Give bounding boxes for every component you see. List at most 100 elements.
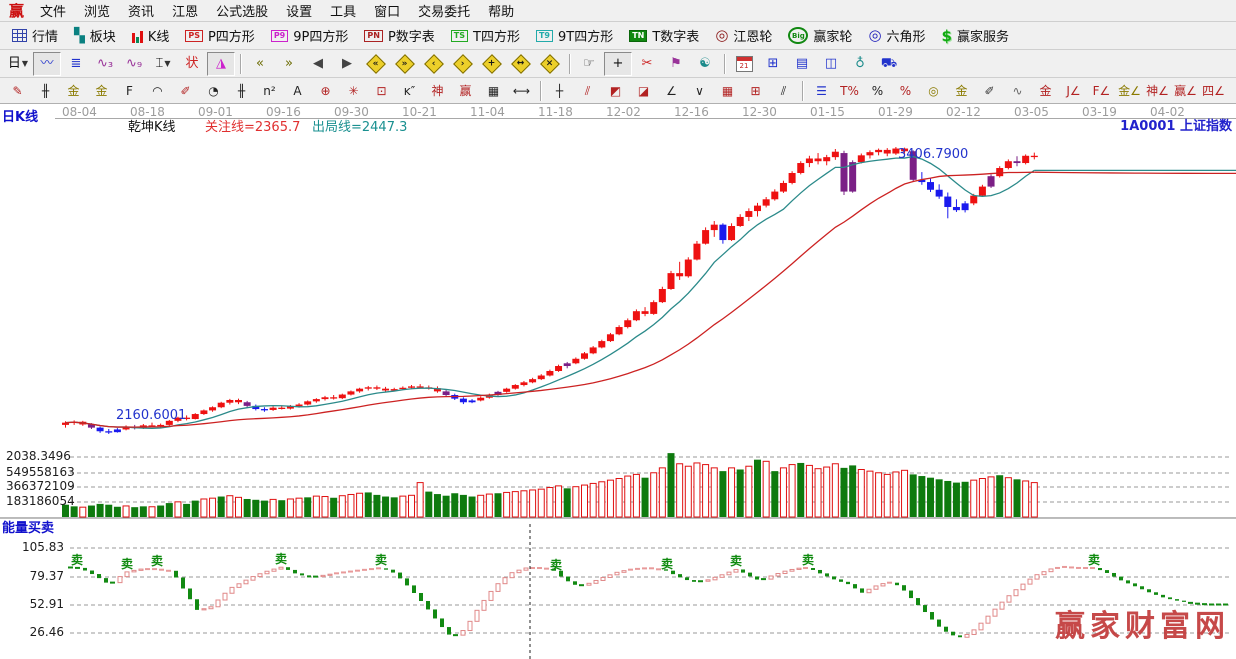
diamond-shift-right-button[interactable]: » bbox=[391, 52, 419, 76]
pattern-window-button[interactable]: 〰 bbox=[33, 51, 61, 76]
diamond-compress-button[interactable]: × bbox=[536, 52, 564, 76]
next-candle-button[interactable]: ▶ bbox=[333, 52, 361, 76]
tool-pen[interactable]: ✎ bbox=[4, 80, 31, 102]
tool-width[interactable]: ⟷ bbox=[508, 80, 535, 102]
diamond-step-right-button[interactable]: › bbox=[449, 52, 477, 76]
tool-circle-gauge[interactable]: ◔ bbox=[200, 80, 227, 102]
tool-gold-underline[interactable]: 金 bbox=[1032, 80, 1059, 102]
menu-item[interactable]: 江恩 bbox=[172, 5, 199, 20]
tool-box-radial[interactable]: ⊡ bbox=[368, 80, 395, 102]
tool-radial[interactable]: ✳ bbox=[340, 80, 367, 102]
tool-box-fan[interactable]: ◩ bbox=[602, 80, 629, 102]
tool-gold-angle[interactable]: 金∠ bbox=[1116, 80, 1143, 102]
tool-percent-line[interactable]: % bbox=[892, 80, 919, 102]
menu-item[interactable]: 帮助 bbox=[488, 5, 515, 20]
tool-k-marks[interactable]: ĸ″ bbox=[396, 80, 423, 102]
tool-f-angle[interactable]: F∠ bbox=[1088, 80, 1115, 102]
tool-box-cross[interactable]: ┼ bbox=[546, 80, 573, 102]
tool-vee[interactable]: ∨ bbox=[686, 80, 713, 102]
period-day-button-dropdown-icon[interactable]: ▼ bbox=[21, 58, 29, 68]
tool-t-percent[interactable]: T% bbox=[836, 80, 863, 102]
tool-shen[interactable]: 神 bbox=[424, 80, 451, 102]
menu-item[interactable]: 设置 bbox=[286, 5, 313, 20]
calculator-button[interactable]: ⊞ bbox=[759, 52, 787, 76]
tool-list[interactable]: ☰ bbox=[808, 80, 835, 102]
candle-style-button-dropdown-icon[interactable]: ▼ bbox=[164, 58, 171, 68]
tool-circle-cross[interactable]: ⊕ bbox=[312, 80, 339, 102]
tool-text[interactable]: A bbox=[284, 80, 311, 102]
gann-wheel-button[interactable]: ◎ 江恩轮 bbox=[707, 24, 780, 48]
tool-comb-plain[interactable]: ╫ bbox=[228, 80, 255, 102]
chart-canvas[interactable] bbox=[0, 104, 1236, 659]
tool-j-angle[interactable]: J∠ bbox=[1060, 80, 1087, 102]
kline-button[interactable]: K线 bbox=[124, 24, 178, 48]
pan-hand-button[interactable]: ☞ bbox=[575, 52, 603, 76]
hexagon-button[interactable]: ◎ 六角形 bbox=[860, 24, 933, 48]
last-page-button[interactable]: » bbox=[275, 52, 303, 76]
tool-box-fan-2[interactable]: ◪ bbox=[630, 80, 657, 102]
menu-item[interactable]: 资讯 bbox=[128, 5, 155, 20]
flag-mark-button[interactable]: ⚑ bbox=[662, 52, 690, 76]
menu-item[interactable]: 文件 bbox=[40, 5, 67, 20]
notes-button[interactable]: ▤ bbox=[788, 52, 816, 76]
crosshair-button[interactable]: + bbox=[604, 51, 632, 76]
menu-item[interactable]: 公式选股 bbox=[216, 5, 269, 20]
web-button[interactable]: ♁ bbox=[846, 52, 874, 76]
tool-ink-gold[interactable]: ✐ bbox=[976, 80, 1003, 102]
diamond-expand-button[interactable]: ↔ bbox=[507, 52, 535, 76]
tool-ying[interactable]: 赢 bbox=[452, 80, 479, 102]
diamond-shift-left-button[interactable]: « bbox=[362, 52, 390, 76]
tool-four-angle[interactable]: 四∠ bbox=[1200, 80, 1227, 102]
tool-ying-angle[interactable]: 赢∠ bbox=[1172, 80, 1199, 102]
p-square-button[interactable]: PS P四方形 bbox=[177, 24, 262, 48]
diamond-step-left-button[interactable]: ‹ bbox=[420, 52, 448, 76]
menu-item[interactable]: 浏览 bbox=[84, 5, 111, 20]
calendar-button[interactable]: 21 bbox=[730, 52, 758, 76]
prev-candle-button[interactable]: ◀ bbox=[304, 52, 332, 76]
tool-brush[interactable]: ✐ bbox=[172, 80, 199, 102]
t-square-button[interactable]: TS T四方形 bbox=[443, 24, 528, 48]
tool-grid-arrow[interactable]: ⊞ bbox=[742, 80, 769, 102]
quotes-button[interactable]: 行情 bbox=[4, 24, 66, 48]
wave9-button[interactable]: ∿₉ bbox=[120, 52, 148, 76]
tool-parallel[interactable]: ⫽ bbox=[770, 80, 797, 102]
p-number-button[interactable]: PN P数字表 bbox=[356, 24, 442, 48]
sectors-button[interactable]: ▚ 板块 bbox=[66, 24, 124, 48]
winner-service-button[interactable]: $ 赢家服务 bbox=[934, 24, 1017, 48]
tool-percent[interactable]: % bbox=[864, 80, 891, 102]
tool-arc[interactable]: ◠ bbox=[144, 80, 171, 102]
tool-gann-gold-2[interactable]: 金 bbox=[88, 80, 115, 102]
t-number-button[interactable]: TN T数字表 bbox=[621, 24, 707, 48]
wave3-button[interactable]: ∿₃ bbox=[91, 52, 119, 76]
menu-item[interactable]: 交易委托 bbox=[418, 5, 471, 20]
tool-grid-comb[interactable]: ▦ bbox=[480, 80, 507, 102]
gann-ball-button[interactable]: ☯ bbox=[691, 52, 719, 76]
save-button[interactable]: ◫ bbox=[817, 52, 845, 76]
orders-button[interactable]: ⛟ bbox=[875, 52, 903, 76]
tool-fib-ruler[interactable]: F bbox=[116, 80, 143, 102]
menu-item[interactable]: 工具 bbox=[330, 5, 357, 20]
tool-grid[interactable]: ▦ bbox=[714, 80, 741, 102]
chip-button[interactable]: 状 bbox=[178, 52, 206, 76]
tool-gold-circle[interactable]: ◎ bbox=[920, 80, 947, 102]
chart-area[interactable]: 日K线 乾坤K线 关注线=2365.7 出局线=2447.3 1A0001 上证… bbox=[0, 104, 1236, 659]
nine-p-square-button[interactable]: P9 9P四方形 bbox=[263, 24, 357, 48]
tool-gold-lines[interactable]: 金 bbox=[948, 80, 975, 102]
tool-n2[interactable]: n² bbox=[256, 80, 283, 102]
color-chart-button[interactable]: ◮ bbox=[207, 51, 235, 76]
tool-gann-gold-1[interactable]: 金 bbox=[60, 80, 87, 102]
tool-wave-a[interactable]: ∿ bbox=[1004, 80, 1031, 102]
first-page-button[interactable]: « bbox=[246, 52, 274, 76]
menu-item[interactable]: 窗口 bbox=[374, 5, 401, 20]
tool-angle-lines[interactable]: ∠ bbox=[658, 80, 685, 102]
tool-shen-angle[interactable]: 神∠ bbox=[1144, 80, 1171, 102]
nine-t-square-button[interactable]: T9 9T四方形 bbox=[528, 24, 621, 48]
winner-wheel-button[interactable]: Big 赢家轮 bbox=[780, 24, 860, 48]
erase-drawing-button[interactable]: ✂ bbox=[633, 52, 661, 76]
candle-style-button[interactable]: ⌶ ▼ bbox=[149, 52, 177, 76]
tool-comb[interactable]: ╫ bbox=[32, 80, 59, 102]
info-panel-button[interactable]: ≣ bbox=[62, 52, 90, 76]
diamond-zoom-button[interactable]: + bbox=[478, 52, 506, 76]
tool-fan[interactable]: ⫽ bbox=[574, 80, 601, 102]
period-day-button[interactable]: 日 ▼ bbox=[4, 52, 32, 76]
